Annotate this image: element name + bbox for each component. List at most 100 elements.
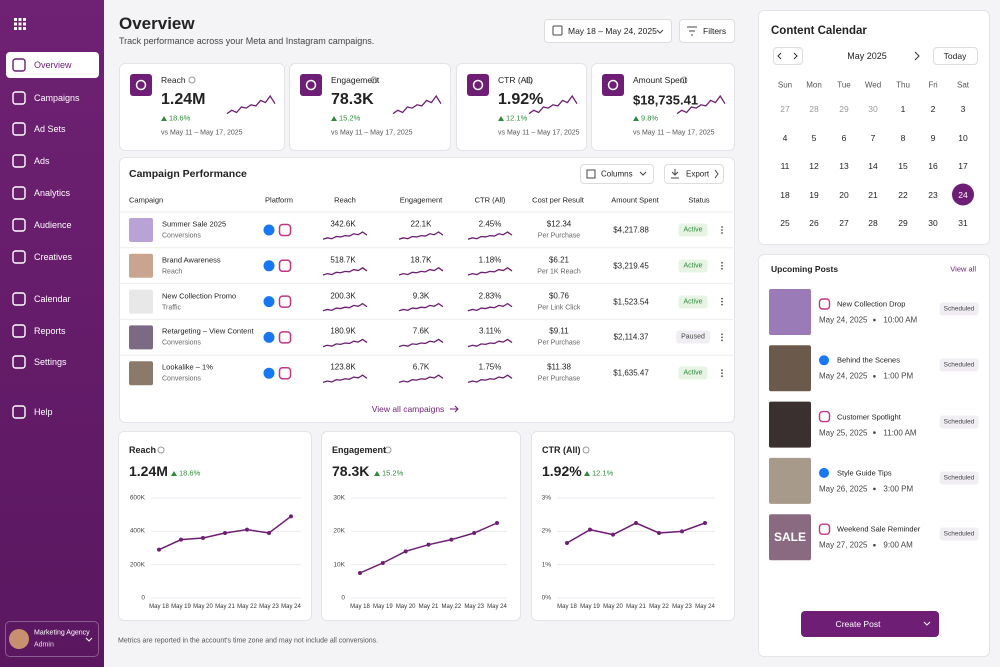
x-tick-label: May 23 [464, 604, 484, 610]
day[interactable]: 2 [930, 104, 936, 114]
view-all[interactable]: View all [950, 264, 976, 274]
date-range[interactable]: May 18 – May 24, 2025 [568, 26, 657, 36]
day[interactable]: 18 [780, 189, 790, 200]
post-status: Scheduled [939, 471, 979, 485]
campaign-objective: Reach [162, 268, 183, 276]
nav-item[interactable]: Ad Sets [34, 124, 66, 134]
filters[interactable]: Filters [703, 26, 727, 36]
day[interactable]: 7 [870, 132, 876, 143]
export[interactable]: Export [686, 169, 710, 179]
columns-button[interactable] [580, 164, 654, 184]
post-title: Style Guide Tips [837, 468, 892, 478]
profile-name: Marketing Agency [34, 629, 90, 637]
day[interactable]: 29 [839, 104, 849, 114]
table-title: Campaign Performance [129, 168, 247, 180]
day[interactable]: 21 [868, 189, 878, 200]
nav-item[interactable]: Overview [34, 60, 72, 70]
date-button[interactable] [544, 19, 672, 43]
day[interactable]: 25 [780, 218, 790, 228]
day[interactable]: 16 [928, 161, 938, 171]
day[interactable]: 6 [841, 132, 847, 143]
create-post[interactable]: Create Post [835, 619, 881, 629]
post-date: May 24, 2025 [819, 315, 868, 325]
day[interactable]: 27 [839, 218, 849, 228]
view-all-campaigns[interactable]: View all campaigns [371, 404, 445, 414]
day[interactable]: 30 [868, 104, 878, 114]
export-button[interactable] [664, 164, 724, 184]
nav-item[interactable]: Creatives [34, 252, 73, 262]
post-time: 11:00 AM [883, 428, 917, 438]
day[interactable]: 24 [958, 189, 968, 200]
day[interactable]: 10 [958, 132, 968, 143]
chart-title: Reach [129, 445, 157, 455]
day[interactable]: 29 [898, 218, 908, 228]
x-tick-label: May 19 [171, 604, 191, 610]
day[interactable]: 3 [960, 104, 966, 114]
page-title: Overview [119, 14, 195, 33]
day[interactable]: 20 [839, 189, 849, 200]
nav-item[interactable]: Campaigns [34, 93, 80, 103]
day[interactable]: 1 [900, 104, 906, 114]
day[interactable]: 23 [928, 189, 938, 200]
footer-note: Metrics are reported in the account's ti… [118, 637, 379, 645]
cost: $12.34 [546, 219, 572, 229]
weekday: Tue [837, 80, 851, 90]
table-header: Amount Spent [611, 195, 659, 205]
post-date: May 24, 2025 [819, 371, 868, 381]
day[interactable]: 27 [780, 104, 790, 114]
y-tick-label: 600K [129, 494, 145, 502]
thumbnail-text: SALE [773, 530, 807, 545]
nav-item[interactable]: Analytics [34, 188, 71, 198]
today-button[interactable] [933, 47, 978, 65]
day[interactable]: 14 [868, 161, 878, 171]
x-tick-label: May 22 [649, 604, 669, 610]
nav-item[interactable]: Audience [34, 220, 72, 230]
chart-value: 78.3K [332, 463, 370, 479]
nav-item[interactable]: Calendar [34, 294, 71, 304]
day[interactable]: 31 [958, 218, 968, 228]
y-tick-label: 400K [129, 527, 145, 535]
columns[interactable]: Columns [601, 169, 633, 179]
cost-unit: Per 1K Reach [537, 268, 581, 276]
day[interactable]: 13 [839, 161, 849, 171]
x-tick-label: May 21 [215, 604, 235, 610]
nav-item[interactable]: Help [34, 407, 53, 417]
day[interactable]: 26 [809, 218, 819, 228]
cost-unit: Per Purchase [537, 375, 581, 383]
create-button[interactable] [801, 611, 939, 637]
x-tick-label: May 19 [372, 604, 393, 610]
ctr: 2.45% [478, 219, 502, 229]
nav-item[interactable]: Ads [34, 156, 50, 166]
campaign-objective: Conversions [162, 339, 201, 347]
day[interactable]: 28 [868, 218, 878, 228]
amount-spent: $1,635.47 [613, 368, 649, 378]
day[interactable]: 28 [809, 104, 819, 114]
engagement: 18.7K [410, 255, 432, 265]
day[interactable]: 15 [898, 161, 908, 171]
weekday: Mon [806, 80, 822, 90]
nav-item[interactable]: Settings [34, 357, 67, 367]
cost: $6.21 [548, 255, 570, 265]
chart-title: Engagement [332, 445, 387, 455]
day[interactable]: 9 [930, 132, 936, 143]
nav-item[interactable]: Reports [34, 326, 66, 336]
status: Paused [676, 330, 710, 344]
day[interactable]: 8 [900, 132, 906, 143]
day[interactable]: 11 [780, 161, 790, 171]
ctr: 2.83% [478, 291, 502, 301]
card [118, 431, 312, 621]
day[interactable]: 5 [811, 132, 817, 143]
day[interactable]: 12 [809, 161, 819, 171]
day[interactable]: 19 [809, 189, 819, 200]
x-tick-label: May 20 [603, 604, 623, 610]
today[interactable]: Today [943, 51, 967, 61]
cal-nav[interactable] [773, 47, 803, 65]
x-tick-label: May 21 [418, 604, 439, 610]
day[interactable]: 30 [928, 218, 938, 228]
day[interactable]: 17 [958, 161, 968, 171]
kpi-change: 9.8% [641, 113, 659, 123]
campaign-objective: Conversions [162, 375, 201, 383]
cost-unit: Per Purchase [537, 232, 581, 240]
day[interactable]: 22 [898, 189, 908, 200]
day[interactable]: 4 [782, 132, 788, 143]
